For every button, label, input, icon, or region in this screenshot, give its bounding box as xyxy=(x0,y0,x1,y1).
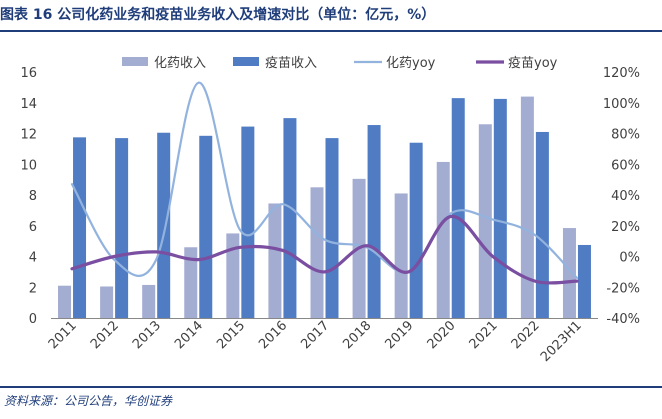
source-note: 资料来源：公司公告，华创证券 xyxy=(4,394,173,408)
vaccine-revenue-bar-2013 xyxy=(157,132,171,318)
pharma-revenue-legend-swatch xyxy=(122,57,148,66)
left-axis-tick-label: 2 xyxy=(29,281,37,296)
pharma-revenue-bar-2011 xyxy=(58,285,72,318)
vaccine-revenue-legend-swatch xyxy=(233,57,259,66)
pharma-revenue-bar-2016 xyxy=(268,203,282,318)
legend-label: 疫苗收入 xyxy=(265,55,317,71)
x-axis-tick-label: 2023H1 xyxy=(538,318,585,365)
vaccine-revenue-bar-2011 xyxy=(73,137,87,318)
right-axis-tick-label: 120% xyxy=(603,66,640,81)
right-axis-tick-label: 20% xyxy=(611,220,640,235)
vaccine-revenue-bar-2015 xyxy=(241,126,255,318)
figure-title: 图表 16 公司化药业务和疫苗业务收入及增速对比（单位：亿元，%） xyxy=(0,7,436,23)
pharma-revenue-bar-2013 xyxy=(142,284,156,318)
x-axis-tick-label: 2014 xyxy=(172,318,206,352)
vaccine-revenue-bar-2020 xyxy=(451,98,465,318)
legend-label: 化药收入 xyxy=(154,56,206,71)
pharma-revenue-bar-2023H1 xyxy=(562,228,576,318)
legend-label: 化药yoy xyxy=(386,56,436,71)
vaccine-revenue-bar-2021 xyxy=(493,98,507,318)
x-axis-tick-label: 2011 xyxy=(46,318,80,352)
x-axis-tick-label: 2013 xyxy=(130,318,164,352)
right-axis-tick-label: -20% xyxy=(606,281,640,296)
right-axis-tick-label: 0% xyxy=(619,251,640,266)
vaccine-revenue-bar-2014 xyxy=(199,135,213,318)
right-axis-tick-label: 80% xyxy=(611,128,640,143)
left-axis-tick-label: 8 xyxy=(29,189,37,204)
vaccine-revenue-bar-2018 xyxy=(367,125,381,318)
footer-divider xyxy=(0,386,662,388)
left-axis-tick-label: 6 xyxy=(29,220,37,235)
vaccine-revenue-bar-2019 xyxy=(409,142,423,318)
left-axis-tick-label: 14 xyxy=(20,97,37,112)
x-axis-tick-label: 2018 xyxy=(340,318,374,352)
vaccine-revenue-bar-2023H1 xyxy=(577,244,591,318)
x-axis-tick-label: 2015 xyxy=(214,318,248,352)
right-axis-tick-label: 100% xyxy=(603,97,640,112)
vaccine-revenue-bar-2017 xyxy=(325,138,339,318)
pharma-revenue-bar-2014 xyxy=(184,247,198,318)
x-axis-tick-label: 2021 xyxy=(467,318,501,352)
left-axis-tick-label: 10 xyxy=(20,158,37,173)
x-axis-tick-label: 2019 xyxy=(382,318,416,352)
vaccine-revenue-bar-2012 xyxy=(115,138,129,318)
x-axis-tick-label: 2020 xyxy=(425,318,459,352)
pharma-revenue-bar-2019 xyxy=(394,193,408,318)
pharma-revenue-bar-2020 xyxy=(436,161,450,318)
x-axis-tick-label: 2022 xyxy=(509,318,543,352)
left-axis-tick-label: 12 xyxy=(20,128,37,143)
vaccine-revenue-bar-2016 xyxy=(283,118,297,318)
pharma-yoy-line xyxy=(70,81,579,280)
left-axis-tick-label: 4 xyxy=(29,251,37,266)
right-axis-tick-label: 40% xyxy=(611,189,640,204)
chart-legend: 化药收入 疫苗收入 化药yoy 疫苗yoy xyxy=(122,55,558,71)
pharma-revenue-bar-2021 xyxy=(478,124,492,319)
pharma-revenue-bar-2012 xyxy=(100,286,114,318)
right-axis-tick-label: 60% xyxy=(611,158,640,173)
bar-layer xyxy=(58,96,591,319)
line-layer xyxy=(70,81,579,285)
left-axis-tick-label: 0 xyxy=(29,312,37,327)
legend-label: 疫苗yoy xyxy=(508,55,558,71)
x-axis-tick-label: 2017 xyxy=(298,318,332,352)
right-axis-tick-label: -40% xyxy=(606,312,640,327)
title-divider xyxy=(0,30,662,32)
x-axis-tick-label: 2016 xyxy=(256,318,290,352)
chart: 化药收入 疫苗收入 化药yoy 疫苗yoy 0 2 4 6 8 10 12 14 16 -40% -20%… xyxy=(20,55,640,365)
vaccine-revenue-bar-2022 xyxy=(535,131,549,318)
pharma-revenue-bar-2017 xyxy=(310,187,324,318)
left-axis-tick-label: 16 xyxy=(20,66,37,81)
pharma-revenue-bar-2015 xyxy=(226,233,240,318)
x-axis-tick-label: 2012 xyxy=(88,318,122,352)
vaccine-yoy-line xyxy=(70,214,579,285)
pharma-revenue-bar-2022 xyxy=(520,96,534,318)
